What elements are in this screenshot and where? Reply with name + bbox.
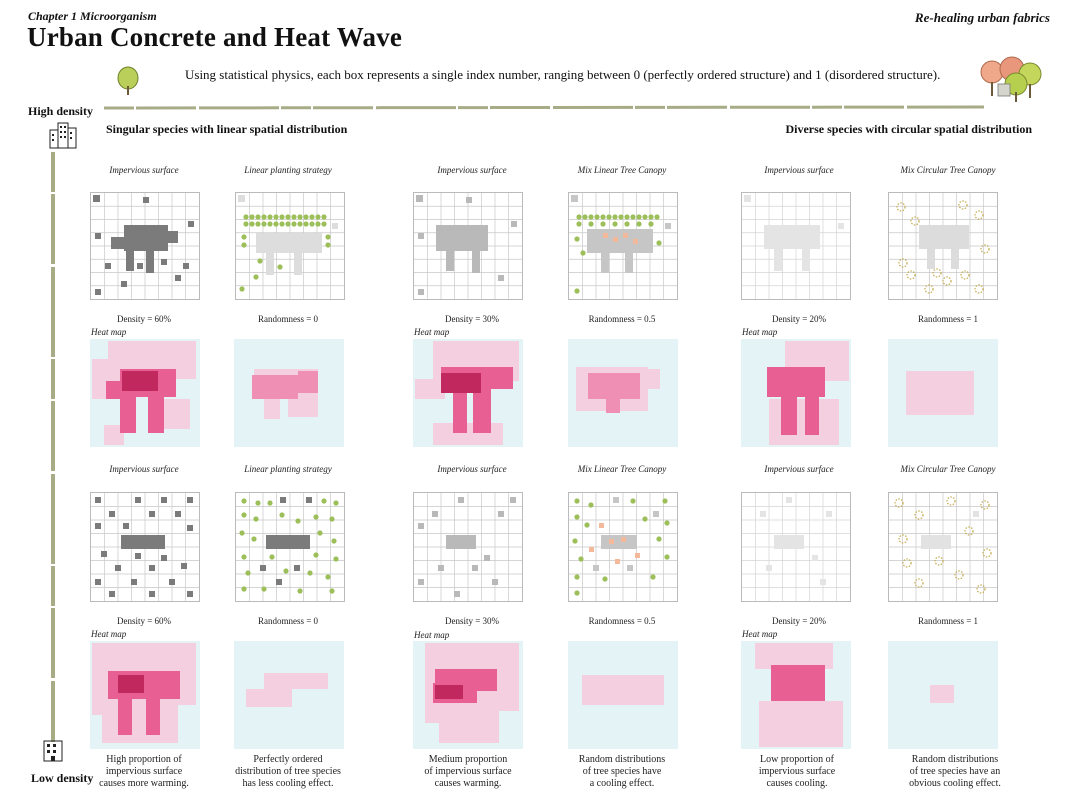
heatmap-2b xyxy=(234,641,344,749)
note-6: Random distributions of tree species have… xyxy=(909,754,1001,789)
series-title: Re-healing urban fabrics xyxy=(914,10,1050,25)
grid-impervious-20-b xyxy=(741,492,851,602)
row1-caption-2: Linear planting strategy xyxy=(244,165,332,175)
grid-mix-linear-canopy-a xyxy=(568,192,678,300)
grid-impervious-20-a xyxy=(741,192,851,300)
heatmap-1a xyxy=(90,339,200,447)
row2-label-5: Density = 20% xyxy=(771,616,827,626)
heatmap-4b xyxy=(568,641,678,749)
row1-label-4: Randomness = 0.5 xyxy=(588,314,656,324)
row1-label-5: Density = 20% xyxy=(771,314,827,324)
grid-linear-planting-a xyxy=(235,192,345,300)
heat-map-label-3: Heat map xyxy=(742,327,778,337)
high-density-building-icon xyxy=(49,122,77,149)
heatmap-1b xyxy=(90,641,200,749)
row2-label-2: Randomness = 0 xyxy=(257,616,319,626)
row2-label-6: Randomness = 1 xyxy=(917,616,979,626)
grid-impervious-30-a xyxy=(413,192,523,300)
row2-caption-2: Linear planting strategy xyxy=(244,464,332,474)
grid-mix-circular-canopy-a xyxy=(888,192,998,300)
density-axis-vertical xyxy=(51,152,55,742)
row1-label-3: Density = 30% xyxy=(444,314,500,324)
row1-label-6: Randomness = 1 xyxy=(917,314,979,324)
heat-map-label-5: Heat map xyxy=(414,630,450,640)
chapter-label: Chapter 1 Microorganism xyxy=(28,9,157,23)
grid-mix-circular-canopy-b xyxy=(888,492,998,602)
row1-caption-4: Mix Linear Tree Canopy xyxy=(577,165,667,175)
density-axis-horizontal xyxy=(104,105,984,110)
grid-linear-planting-b xyxy=(235,492,345,602)
note-2: Perfectly ordered distribution of tree sp… xyxy=(235,754,341,789)
row2-caption-6: Mix Circular Tree Canopy xyxy=(900,464,996,474)
row2-label-3: Density = 30% xyxy=(444,616,500,626)
note-4: Random distributions of tree species have… xyxy=(578,754,666,789)
heat-map-label-2: Heat map xyxy=(414,327,450,337)
heat-map-label-1: Heat map xyxy=(91,327,127,337)
heatmap-2a xyxy=(234,339,344,447)
page-title: Urban Concrete and Heat Wave xyxy=(27,22,403,52)
row1-label-2: Randomness = 0 xyxy=(257,314,319,324)
row2-caption-3: Impervious surface xyxy=(437,464,507,474)
row2-caption-4: Mix Linear Tree Canopy xyxy=(577,464,667,474)
note-1: High proportion of impervious surface caus… xyxy=(99,754,189,789)
heatmap-4a xyxy=(568,339,678,447)
description: Using statistical physics, each box repr… xyxy=(185,67,941,82)
row2-label-1: Density = 60% xyxy=(116,616,172,626)
note-3: Medium proportion of impervious surface ca… xyxy=(424,754,512,789)
row2-caption-5: Impervious surface xyxy=(764,464,834,474)
row2-label-4: Randomness = 0.5 xyxy=(588,616,656,626)
row1-caption-5: Impervious surface xyxy=(764,165,834,175)
row1-caption-6: Mix Circular Tree Canopy xyxy=(900,165,996,175)
heatmap-6b xyxy=(888,641,998,749)
grid-mix-linear-canopy-b xyxy=(568,492,678,602)
heatmap-6a xyxy=(888,339,998,447)
low-density-label: Low density xyxy=(31,771,94,785)
grid-impervious-60-b xyxy=(90,492,200,602)
heat-map-label-6: Heat map xyxy=(742,629,778,639)
tree-icon xyxy=(117,66,139,95)
low-density-building-icon xyxy=(43,740,63,762)
high-density-label: High density xyxy=(28,104,94,118)
row2-caption-1: Impervious surface xyxy=(109,464,179,474)
heatmap-3b xyxy=(413,641,523,749)
tree-cluster-icon xyxy=(980,56,1042,102)
row1-caption-1: Impervious surface xyxy=(109,165,179,175)
section-left-title: Singular species with linear spatial dis… xyxy=(106,122,348,136)
section-right-title: Diverse species with circular spatial di… xyxy=(785,122,1032,136)
note-5: Low proportion of impervious surface cause… xyxy=(758,754,836,789)
grid-impervious-30-b xyxy=(413,492,523,602)
heatmap-3a xyxy=(413,339,523,447)
row1-caption-3: Impervious surface xyxy=(437,165,507,175)
heatmap-5b xyxy=(741,641,851,749)
grid-impervious-60-a xyxy=(90,192,200,300)
heatmap-5a xyxy=(741,339,851,447)
row1-label-1: Density = 60% xyxy=(116,314,172,324)
heat-map-label-4: Heat map xyxy=(91,629,127,639)
